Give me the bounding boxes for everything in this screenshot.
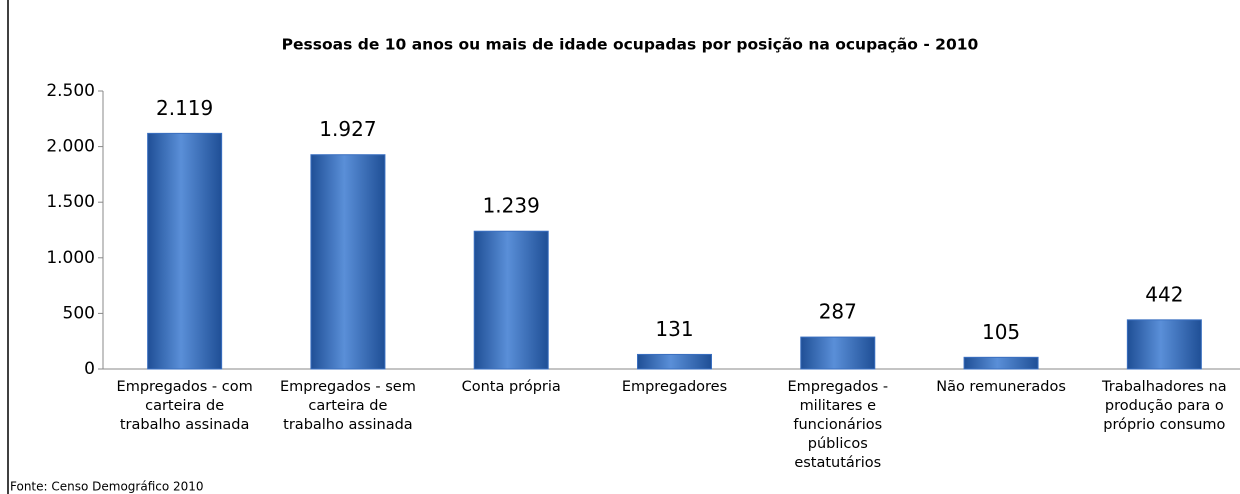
- bar: [310, 154, 386, 370]
- bar: [800, 336, 876, 370]
- x-tick-label: Empregados - com carteira de trabalho as…: [116, 379, 253, 433]
- value-label: 287: [819, 300, 857, 324]
- bar: [963, 356, 1039, 370]
- y-tick-label: 1.000: [46, 248, 95, 268]
- value-label: 1.239: [483, 194, 540, 218]
- source: Fonte: Censo Demográfico 2010: [10, 480, 204, 494]
- x-tick-label: Conta própria: [461, 379, 561, 395]
- x-tick-label: Empregados - militares e funcionários pú…: [787, 379, 889, 471]
- value-label: 1.927: [319, 117, 376, 141]
- chart-title: Pessoas de 10 anos ou mais de idade ocup…: [282, 36, 979, 54]
- y-tick-label: 0: [84, 359, 95, 379]
- y-tick-label: 500: [63, 303, 95, 323]
- x-tick-label: Não remunerados: [936, 379, 1066, 395]
- bar: [147, 132, 223, 370]
- x-tick-label: Trabalhadores na produção para o próprio…: [1102, 379, 1227, 433]
- x-tick-label: Empregados - sem carteira de trabalho as…: [280, 379, 416, 433]
- value-label: 2.119: [156, 96, 213, 120]
- bar: [637, 353, 712, 370]
- y-tick-label: 2.000: [46, 137, 95, 157]
- value-label: 131: [655, 317, 693, 341]
- value-label: 105: [982, 320, 1020, 344]
- value-label: 442: [1145, 282, 1183, 306]
- x-tick-label: Empregadores: [621, 379, 728, 395]
- y-tick-label: 1.500: [46, 192, 95, 212]
- bar: [473, 230, 549, 370]
- y-tick-label: 2.500: [46, 81, 95, 101]
- bar: [1126, 319, 1202, 370]
